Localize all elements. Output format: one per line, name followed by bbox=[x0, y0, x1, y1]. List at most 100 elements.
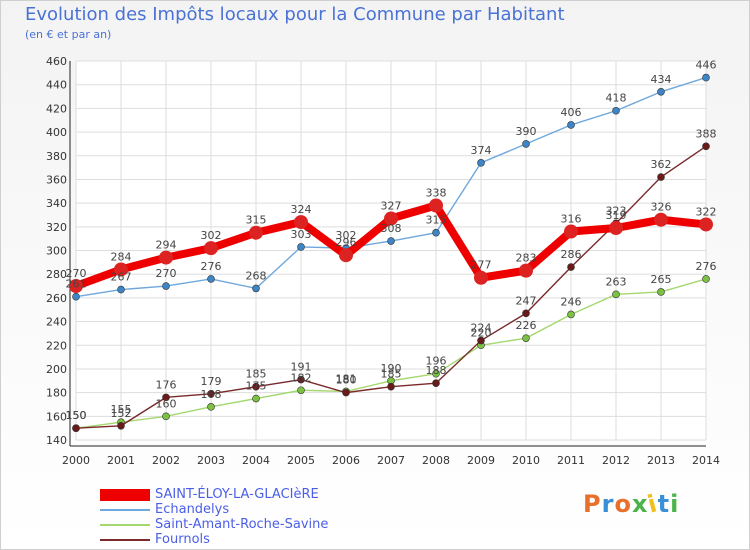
x-tick-label: 2004 bbox=[242, 454, 270, 467]
y-tick-label: 220 bbox=[46, 339, 67, 352]
data-label: 338 bbox=[426, 186, 447, 199]
y-tick-label: 440 bbox=[46, 79, 67, 92]
data-label: 267 bbox=[111, 271, 132, 284]
data-label: 319 bbox=[606, 209, 627, 222]
data-point bbox=[654, 212, 668, 227]
y-tick-label: 360 bbox=[46, 173, 67, 186]
x-tick-label: 2009 bbox=[467, 454, 495, 467]
data-label: 276 bbox=[696, 260, 717, 273]
data-point bbox=[297, 375, 305, 384]
data-point bbox=[429, 198, 443, 213]
data-label: 390 bbox=[516, 125, 537, 138]
data-label: 188 bbox=[426, 364, 447, 377]
data-point bbox=[207, 390, 215, 398]
data-label: 268 bbox=[246, 269, 267, 282]
data-label: 181 bbox=[336, 372, 357, 385]
data-label: 294 bbox=[156, 239, 177, 252]
data-point bbox=[657, 87, 665, 96]
data-label: 326 bbox=[651, 201, 672, 214]
data-point bbox=[294, 215, 308, 230]
data-label: 327 bbox=[381, 200, 402, 213]
data-label: 185 bbox=[381, 368, 402, 381]
y-tick-label: 260 bbox=[46, 292, 67, 305]
data-point bbox=[114, 262, 128, 277]
y-tick-label: 340 bbox=[46, 197, 67, 210]
data-point bbox=[432, 228, 440, 237]
y-tick-label: 320 bbox=[46, 221, 67, 234]
data-label: 150 bbox=[66, 409, 87, 422]
y-tick-label: 280 bbox=[46, 268, 67, 281]
data-point bbox=[162, 393, 170, 402]
data-point bbox=[384, 211, 398, 226]
data-label: 362 bbox=[651, 158, 672, 171]
data-point bbox=[162, 412, 170, 421]
proxiti-logo: Proxiti bbox=[583, 489, 680, 519]
data-label: 296 bbox=[336, 236, 357, 249]
data-label: 226 bbox=[516, 319, 537, 332]
data-point bbox=[297, 386, 305, 395]
data-label: 308 bbox=[381, 222, 402, 235]
data-label: 182 bbox=[291, 371, 312, 384]
data-point bbox=[609, 220, 623, 235]
data-label: 302 bbox=[201, 229, 222, 242]
x-tick-label: 2005 bbox=[287, 454, 315, 467]
data-label: 276 bbox=[201, 260, 222, 273]
legend-swatch bbox=[100, 488, 150, 501]
data-point bbox=[699, 217, 713, 232]
data-label: 322 bbox=[696, 205, 717, 218]
data-point bbox=[474, 270, 488, 285]
data-point bbox=[252, 382, 260, 391]
series-lines bbox=[69, 73, 713, 432]
data-point bbox=[432, 379, 440, 387]
legend-label: SAINT-ÉLOY-LA-GLACIèRE bbox=[155, 487, 319, 502]
data-label: 303 bbox=[291, 228, 312, 241]
data-point bbox=[387, 382, 395, 391]
data-point bbox=[522, 140, 530, 148]
data-point bbox=[477, 159, 485, 167]
data-label: 315 bbox=[246, 214, 267, 227]
x-tick-label: 2011 bbox=[557, 454, 585, 467]
data-label: 283 bbox=[516, 252, 537, 265]
x-tick-label: 2007 bbox=[377, 454, 405, 467]
x-tick-label: 2008 bbox=[422, 454, 450, 467]
x-tick-label: 2013 bbox=[647, 454, 675, 467]
data-point bbox=[207, 275, 215, 283]
data-point bbox=[567, 310, 575, 319]
data-point bbox=[204, 241, 218, 256]
x-tick-label: 2001 bbox=[107, 454, 135, 467]
data-point bbox=[117, 421, 125, 430]
y-tick-label: 380 bbox=[46, 150, 67, 163]
data-label: 175 bbox=[246, 380, 267, 393]
data-point bbox=[432, 369, 440, 378]
data-point bbox=[249, 225, 263, 240]
data-point bbox=[522, 309, 530, 318]
data-label: 191 bbox=[291, 361, 312, 374]
data-point bbox=[612, 106, 620, 115]
y-tick-label: 200 bbox=[46, 363, 67, 376]
data-label: 168 bbox=[201, 388, 222, 401]
y-tick-label: 420 bbox=[46, 102, 67, 115]
chart-title: Evolution des Impôts locaux pour la Comm… bbox=[25, 4, 565, 25]
data-label: 261 bbox=[66, 278, 87, 291]
data-point bbox=[522, 334, 530, 342]
data-label: 179 bbox=[201, 375, 222, 388]
legend-label: Echandelys bbox=[155, 502, 230, 517]
data-label: 446 bbox=[696, 59, 717, 72]
data-point bbox=[159, 250, 173, 265]
data-label: 324 bbox=[291, 203, 312, 216]
data-label: 323 bbox=[606, 204, 627, 217]
data-point bbox=[567, 263, 575, 271]
x-tick-label: 2012 bbox=[602, 454, 630, 467]
data-label: 388 bbox=[696, 127, 717, 140]
data-point bbox=[702, 142, 710, 151]
chart-subtitle: (en € et par an) bbox=[25, 28, 112, 41]
data-label: 434 bbox=[651, 73, 672, 86]
legend-swatch bbox=[100, 538, 150, 541]
data-label: 160 bbox=[156, 397, 177, 410]
data-point bbox=[297, 243, 305, 251]
data-label: 152 bbox=[111, 407, 132, 420]
data-label: 185 bbox=[246, 368, 267, 381]
data-label: 270 bbox=[66, 267, 87, 280]
data-label: 277 bbox=[471, 259, 492, 272]
data-point bbox=[72, 424, 80, 432]
